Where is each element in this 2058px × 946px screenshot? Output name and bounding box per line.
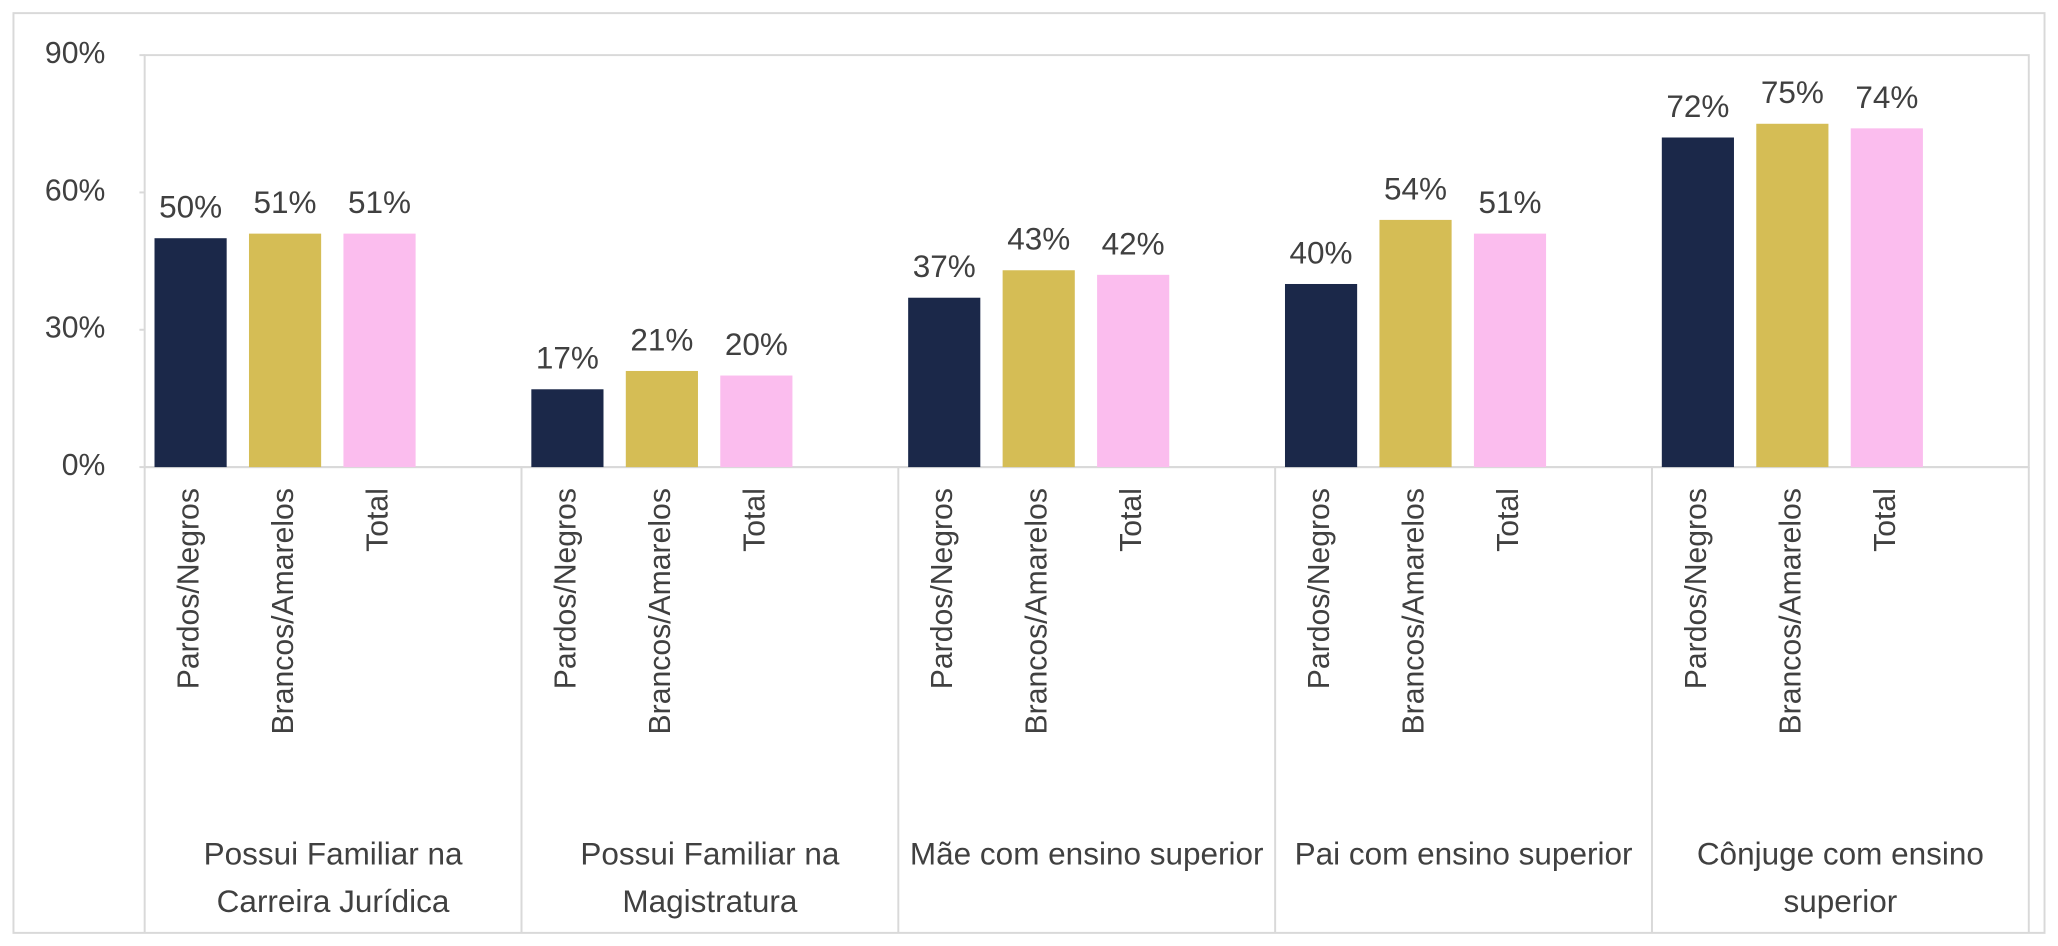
y-tick-label: 90%: [45, 37, 105, 70]
value-label: 54%: [1384, 171, 1447, 206]
bar-label: Pardos/Negros: [549, 488, 582, 689]
x-tick-label: Cônjuge com ensino superior: [1696, 837, 1984, 920]
bar: [1379, 219, 1452, 468]
value-label: 72%: [1666, 89, 1729, 124]
bar-label: Total: [361, 488, 394, 552]
value-label: 51%: [254, 185, 317, 220]
bar: [1850, 128, 1923, 468]
bar: [1473, 233, 1547, 468]
bar-label: Pardos/Negros: [173, 488, 206, 689]
bar: [908, 297, 981, 468]
chart-border: [12, 12, 2046, 934]
x-tick-label: Possui Familiar na Carreira Jurídica: [203, 837, 463, 920]
bar-label: Total: [1492, 488, 1525, 552]
group-label-box: Possui Familiar na Magistratura: [580, 837, 840, 920]
value-label: 42%: [1102, 226, 1165, 261]
value-label: 74%: [1855, 80, 1918, 115]
value-label: 37%: [913, 249, 976, 284]
bar: [531, 389, 604, 468]
bar-label: Pardos/Negros: [1303, 488, 1336, 689]
bar: [1284, 283, 1358, 468]
group-label-box: Cônjuge com ensino superior: [1696, 837, 1984, 920]
value-label: 50%: [159, 190, 222, 225]
bar-label: Brancos/Amarelos: [1398, 488, 1431, 734]
y-tick-label: 60%: [45, 174, 105, 207]
group-label-box: Possui Familiar na Carreira Jurídica: [203, 837, 463, 920]
bar: [720, 375, 793, 468]
value-label: 17%: [536, 341, 599, 376]
bar-label: Brancos/Amarelos: [1021, 488, 1054, 734]
group-label-box: Pai com ensino superior: [1294, 837, 1633, 873]
value-label: 20%: [725, 327, 788, 362]
bar-label: Total: [1869, 488, 1902, 552]
value-label: 43%: [1007, 222, 1070, 257]
bar: [1756, 123, 1829, 468]
bar: [1002, 270, 1075, 468]
bar-label: Pardos/Negros: [1680, 488, 1713, 689]
bar: [343, 233, 416, 468]
value-label: 51%: [348, 185, 411, 220]
value-label: 40%: [1290, 235, 1353, 270]
value-label: 51%: [1479, 185, 1542, 220]
bar-label: Total: [1115, 488, 1148, 552]
y-tick-label: 0%: [62, 449, 106, 482]
y-tick-label: 30%: [45, 312, 105, 345]
bar: [248, 233, 322, 468]
bar-label: Brancos/Amarelos: [267, 488, 300, 734]
bar: [1097, 274, 1170, 468]
bar: [1661, 137, 1734, 468]
x-tick-label: Possui Familiar na Magistratura: [580, 837, 840, 920]
bar-label: Total: [738, 488, 771, 552]
x-tick-label: Pai com ensino superior: [1294, 837, 1633, 873]
value-label: 21%: [630, 322, 693, 357]
bar-label: Brancos/Amarelos: [1774, 488, 1807, 734]
value-label: 75%: [1761, 75, 1824, 110]
group-label-box: Mãe com ensino superior: [909, 837, 1264, 873]
bar: [154, 238, 227, 468]
bar-label: Pardos/Negros: [926, 488, 959, 689]
bar: [625, 370, 698, 468]
bar-label: Brancos/Amarelos: [644, 488, 677, 734]
x-tick-label: Mãe com ensino superior: [909, 837, 1264, 873]
